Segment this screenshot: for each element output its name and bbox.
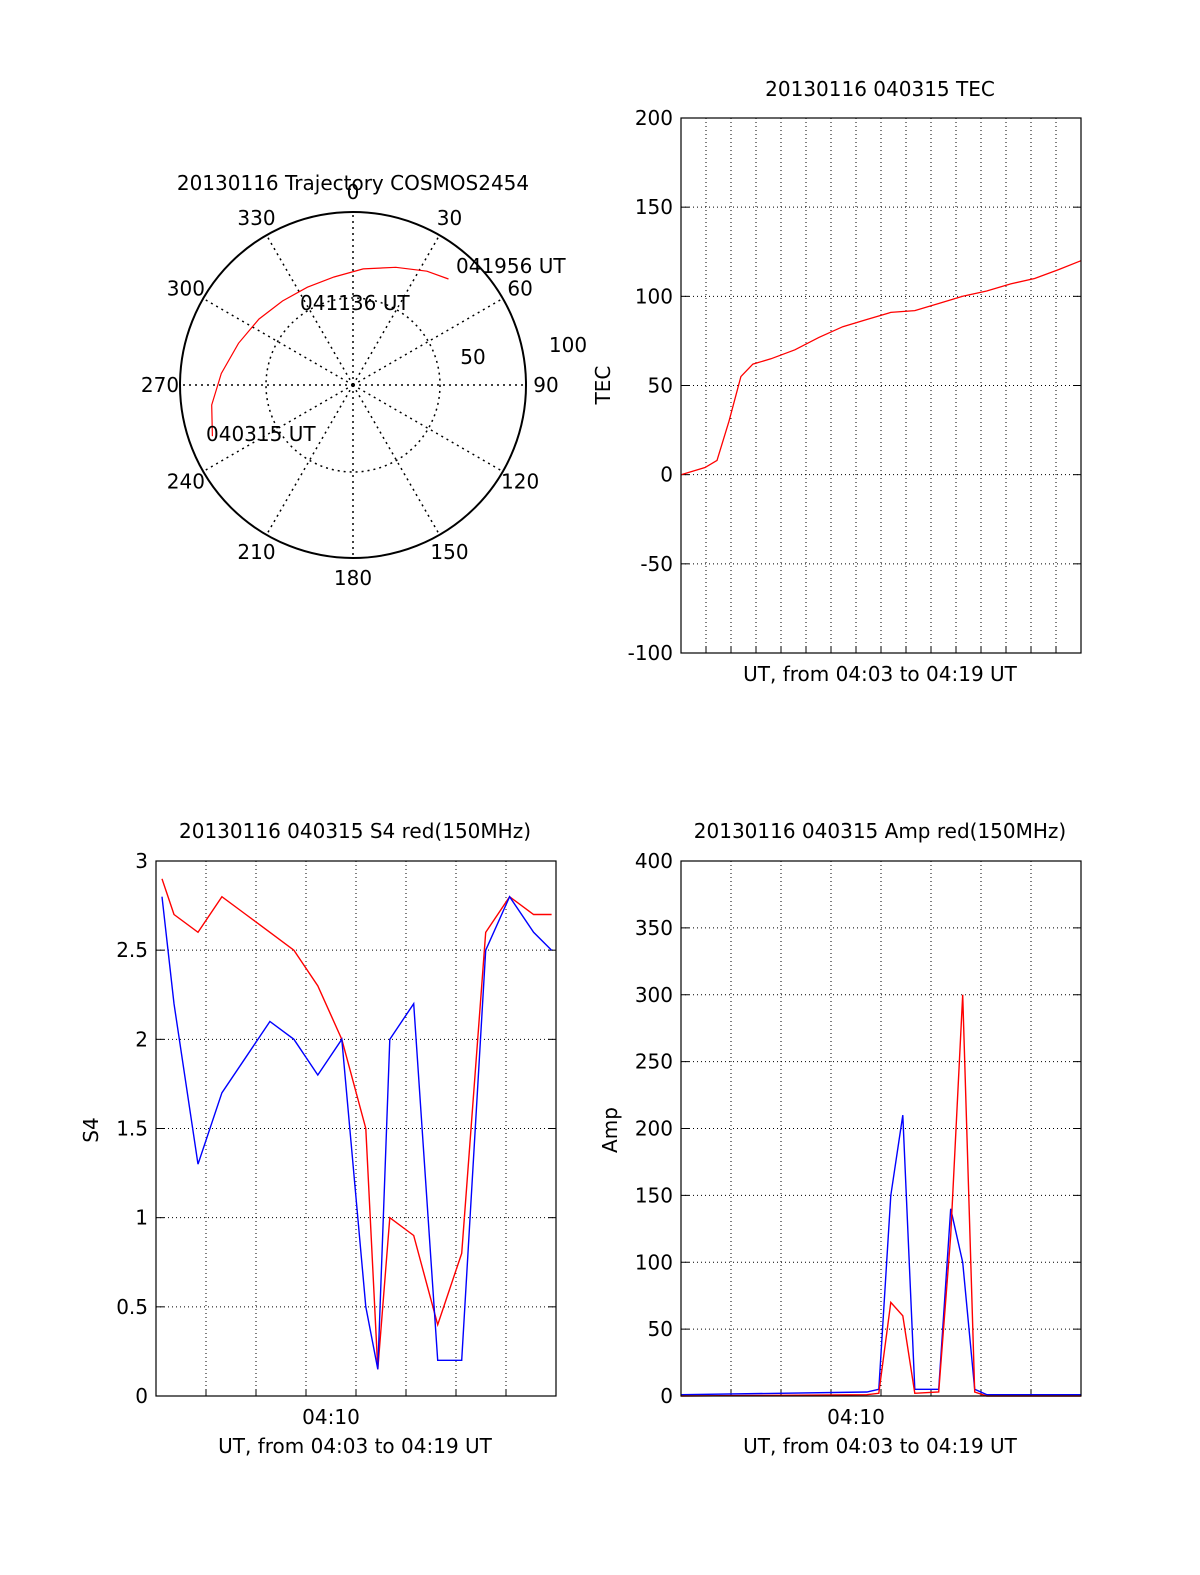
polar-spoke	[352, 384, 441, 536]
polar-radial-label-50: 50	[460, 345, 485, 369]
tec-ylabel: TEC	[591, 366, 615, 406]
ytick-label: 3	[135, 849, 148, 873]
amp-series-line	[680, 994, 1081, 1397]
polar-trajectory	[211, 266, 449, 437]
amp-xtick-label: 04:10	[827, 1405, 885, 1429]
tec-xlabel: UT, from 04:03 to 04:19 UT	[743, 662, 1018, 686]
polar-annotation-mid: 041136 UT	[300, 291, 410, 315]
polar-angle-labels: 0 30 60 90 120 150 180 210 240 270 300 330	[141, 180, 559, 590]
polar-spoke	[352, 384, 504, 473]
polar-angle-label: 90	[533, 373, 558, 397]
ytick-label: 200	[635, 106, 673, 130]
polar-angle-label: 330	[237, 206, 275, 230]
s4-grid	[156, 860, 556, 1397]
s4-ylabel: S4	[79, 1117, 103, 1142]
amp-panel: 20130116 040315 Amp red(150MHz) 400 350 30…	[598, 819, 1082, 1458]
ytick-label: 1	[135, 1206, 148, 1230]
tec-series-line	[680, 260, 1082, 476]
polar-outer-circle	[179, 211, 527, 559]
ytick-label: 0	[660, 463, 673, 487]
s4-series	[161, 878, 553, 1370]
polar-annotation-start: 040315 UT	[206, 422, 316, 446]
polar-annotation-end: 041956 UT	[456, 254, 566, 278]
ytick-label: 50	[648, 1317, 673, 1341]
ytick-label: 0.5	[116, 1295, 148, 1319]
amp-ytick-labels: 400 350 300 250 200 150 100 50 0	[635, 849, 673, 1408]
ytick-label: 2.5	[116, 938, 148, 962]
ytick-label: 300	[635, 983, 673, 1007]
polar-spoke	[202, 384, 354, 473]
polar-inner-circle	[265, 297, 441, 473]
ytick-label: -100	[628, 641, 673, 665]
polar-title: 20130116 Trajectory COSMOS2454	[177, 171, 529, 195]
s4-series-line	[161, 878, 552, 1370]
polar-spoke	[352, 297, 504, 386]
polar-spoke	[202, 297, 354, 386]
s4-xtick-label: 04:10	[302, 1405, 360, 1429]
polar-angle-label: 270	[141, 373, 179, 397]
ytick-label: 100	[635, 284, 673, 308]
s4-plot-frame	[155, 860, 557, 1397]
tec-title: 20130116 040315 TEC	[765, 77, 995, 101]
amp-series	[680, 994, 1081, 1397]
ytick-label: -50	[640, 552, 673, 576]
s4-ytick-labels: 3 2.5 2 1.5 1 0.5 0	[116, 849, 148, 1408]
polar-panel: 20130116 Trajectory COSMOS2454 0 30 60 90 12…	[141, 171, 587, 590]
amp-xlabel: UT, from 04:03 to 04:19 UT	[743, 1434, 1018, 1458]
polar-spoke	[352, 234, 441, 386]
s4-panel: 20130116 040315 S4 red(150MHz) 3 2.5 2 1.5 1…	[79, 819, 557, 1458]
polar-grid	[180, 212, 526, 558]
s4-xlabel: UT, from 04:03 to 04:19 UT	[218, 1434, 493, 1458]
tec-ytick-labels: 200 150 100 50 0 -50 -100	[628, 106, 673, 665]
ytick-label: 100	[635, 1250, 673, 1274]
polar-angle-label: 150	[430, 540, 468, 564]
tec-panel: 20130116 040315 TEC 200150100500-50-100 …	[591, 77, 1082, 686]
ytick-label: 400	[635, 849, 673, 873]
amp-plot-frame	[680, 860, 1082, 1397]
polar-angle-label: 60	[507, 277, 532, 301]
amp-ylabel: Amp	[598, 1107, 622, 1153]
polar-spoke	[265, 234, 354, 386]
polar-angle-label: 300	[167, 277, 205, 301]
ytick-label: 250	[635, 1050, 673, 1074]
polar-angle-label: 120	[501, 470, 539, 494]
polar-angle-label: 240	[167, 470, 205, 494]
polar-spoke	[265, 384, 354, 536]
ytick-label: 350	[635, 916, 673, 940]
polar-trajectory-line	[211, 266, 449, 437]
tec-grid	[681, 117, 1081, 654]
s4-title: 20130116 040315 S4 red(150MHz)	[179, 819, 531, 843]
s4-series-line	[161, 895, 553, 1370]
amp-title: 20130116 040315 Amp red(150MHz)	[694, 819, 1066, 843]
ytick-label: 200	[635, 1117, 673, 1141]
polar-radial-label-100: 100	[549, 333, 587, 357]
amp-grid	[681, 860, 1081, 1397]
ytick-label: 150	[635, 1183, 673, 1207]
polar-angle-label: 0	[347, 180, 360, 204]
ytick-label: 150	[635, 195, 673, 219]
tec-plot-frame	[680, 117, 1082, 654]
polar-angle-label: 210	[237, 540, 275, 564]
ytick-label: 2	[135, 1027, 148, 1051]
amp-series-line	[680, 1114, 1081, 1396]
ytick-label: 0	[135, 1384, 148, 1408]
ytick-label: 50	[648, 374, 673, 398]
polar-angle-label: 180	[334, 566, 372, 590]
ytick-label: 0	[660, 1384, 673, 1408]
ytick-label: 1.5	[116, 1117, 148, 1141]
polar-angle-label: 30	[437, 206, 462, 230]
